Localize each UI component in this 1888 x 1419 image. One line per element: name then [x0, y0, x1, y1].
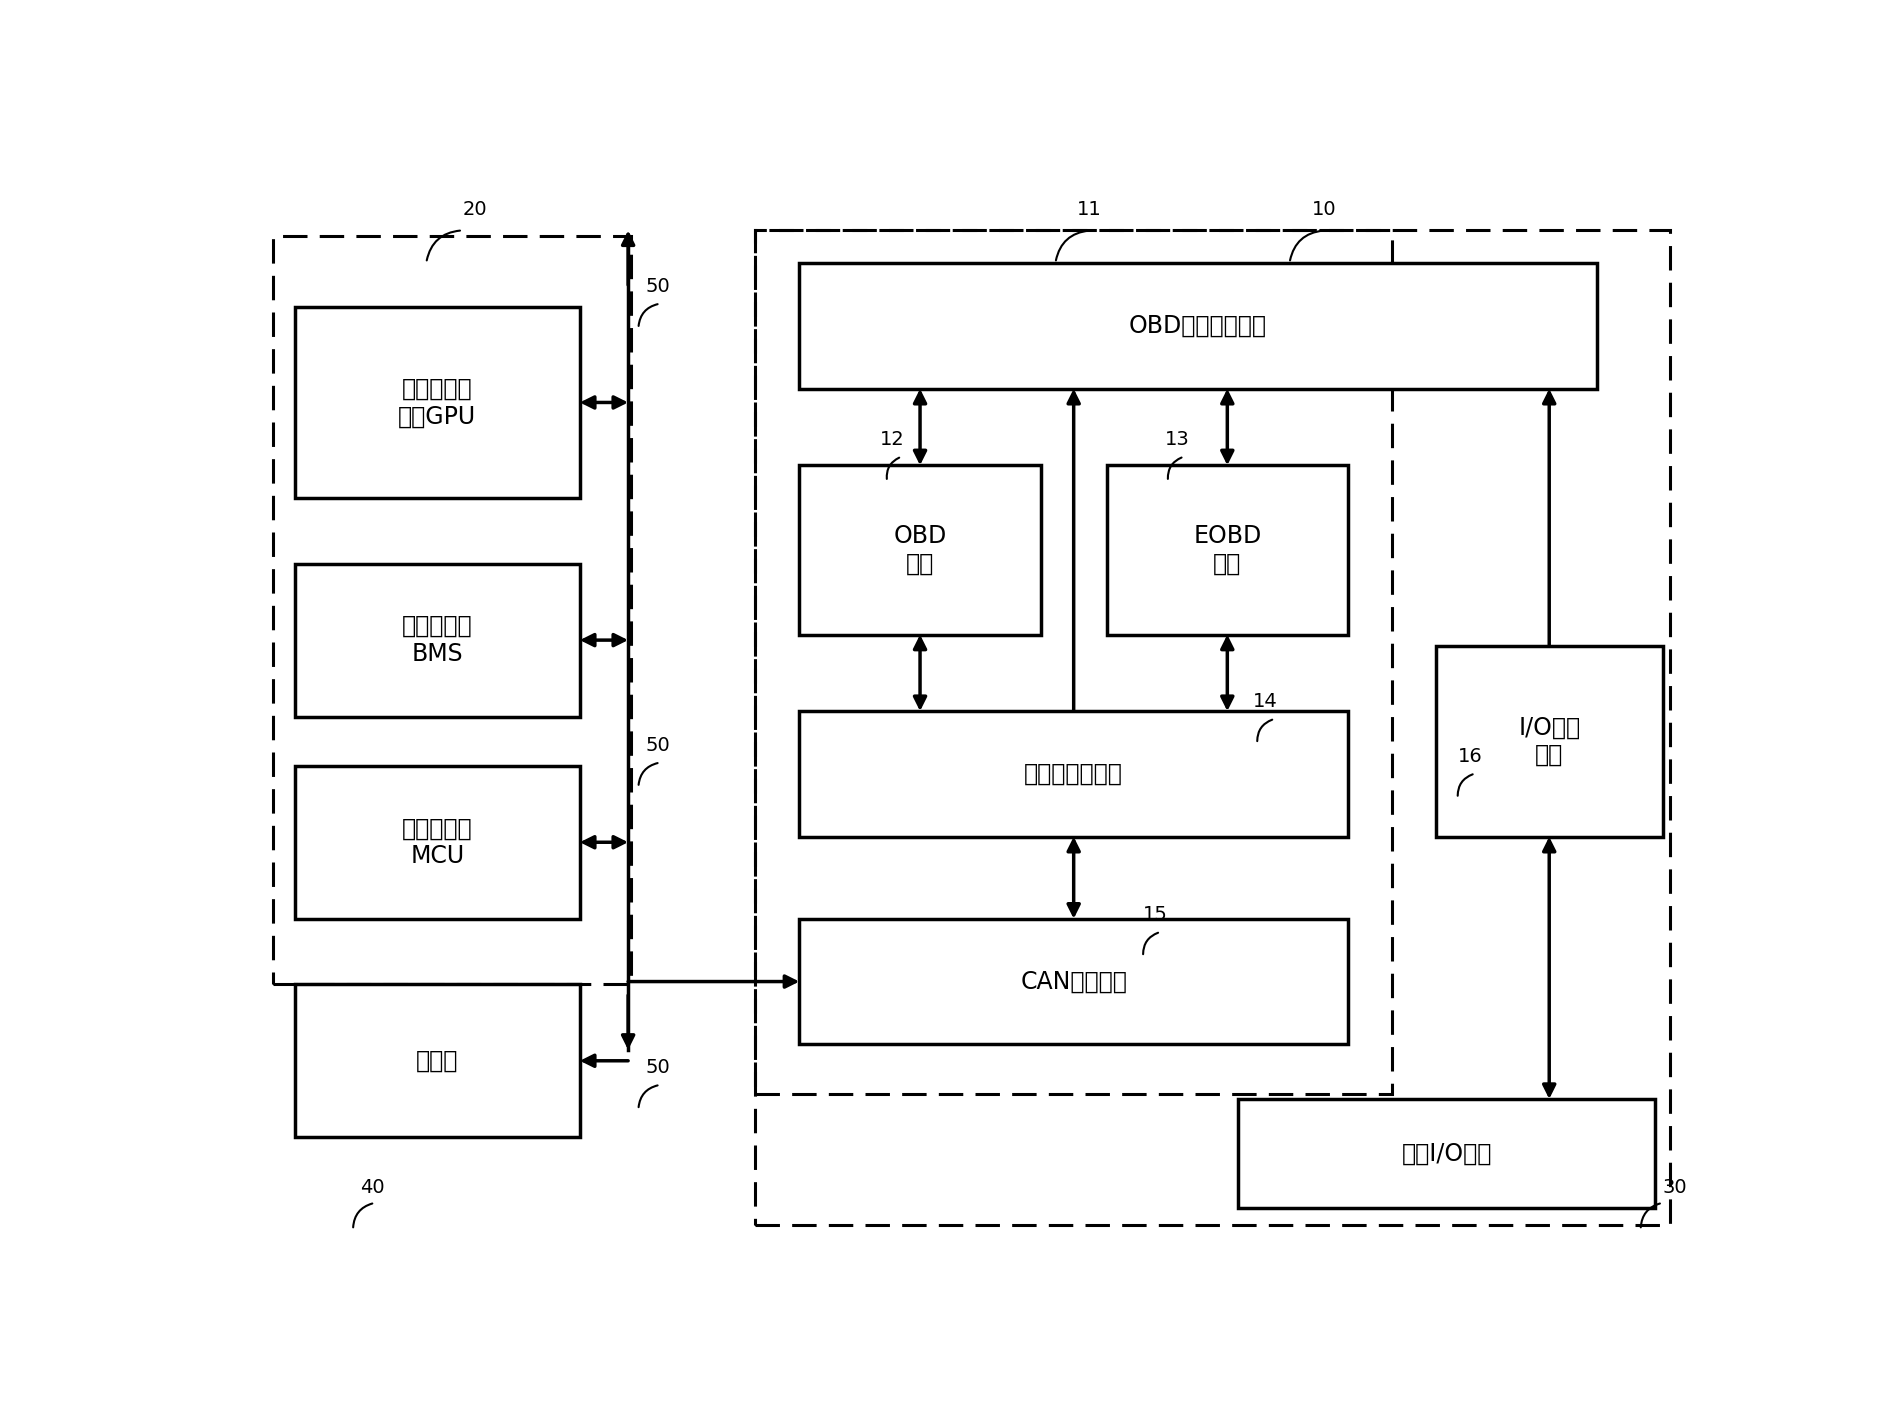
Text: CAN驱动模块: CAN驱动模块: [1020, 969, 1127, 993]
Bar: [295, 766, 580, 918]
Bar: [799, 918, 1348, 1044]
Text: 网络传输层模块: 网络传输层模块: [1025, 762, 1123, 786]
Text: 30: 30: [1663, 1178, 1688, 1198]
Text: 20: 20: [463, 200, 487, 220]
Bar: [799, 711, 1348, 837]
Text: 电池控制器
BMS: 电池控制器 BMS: [402, 614, 472, 666]
Text: 50: 50: [646, 277, 670, 297]
Text: 15: 15: [1142, 905, 1169, 924]
Bar: [799, 465, 1040, 634]
Text: 外部I/O接口: 外部I/O接口: [1401, 1142, 1492, 1165]
Bar: [295, 563, 580, 717]
Text: I/O驱动
模块: I/O驱动 模块: [1518, 715, 1580, 768]
Text: 50: 50: [646, 736, 670, 755]
Text: 50: 50: [646, 1059, 670, 1077]
Text: 40: 40: [361, 1178, 385, 1198]
Bar: [272, 236, 631, 985]
Text: EOBD
模块: EOBD 模块: [1193, 524, 1261, 576]
Bar: [295, 985, 580, 1137]
Text: 诊断仪: 诊断仪: [415, 1049, 459, 1073]
Bar: [1437, 646, 1663, 837]
Bar: [1106, 465, 1348, 634]
Text: 14: 14: [1254, 692, 1278, 711]
Bar: [295, 307, 580, 498]
Text: 16: 16: [1458, 746, 1482, 766]
Text: 12: 12: [880, 430, 904, 448]
Text: 10: 10: [1312, 200, 1337, 220]
Bar: [1239, 1098, 1656, 1209]
Text: OBD
模块: OBD 模块: [893, 524, 946, 576]
Text: 13: 13: [1165, 430, 1189, 448]
Text: 发电机组控
制器GPU: 发电机组控 制器GPU: [398, 376, 476, 429]
Text: 11: 11: [1078, 200, 1103, 220]
Bar: [755, 230, 1391, 1094]
Bar: [799, 263, 1597, 389]
Text: 电机控制器
MCU: 电机控制器 MCU: [402, 816, 472, 868]
Text: OBD故障处理模块: OBD故障处理模块: [1129, 314, 1267, 338]
Bar: [755, 230, 1671, 1225]
